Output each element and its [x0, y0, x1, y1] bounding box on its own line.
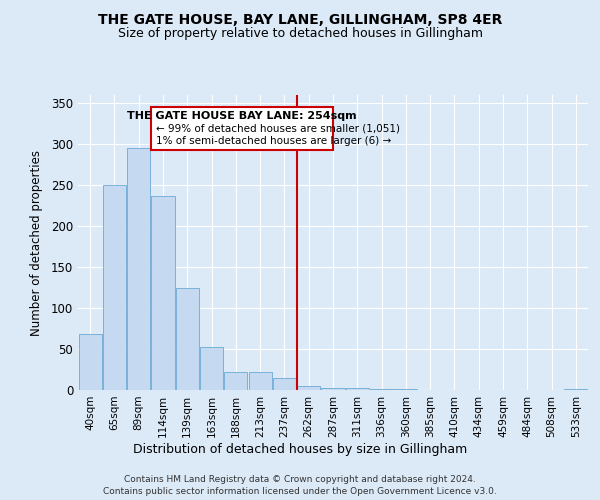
Text: Size of property relative to detached houses in Gillingham: Size of property relative to detached ho…	[118, 28, 482, 40]
Text: ← 99% of detached houses are smaller (1,051): ← 99% of detached houses are smaller (1,…	[155, 124, 400, 134]
Bar	[200, 348, 223, 390]
Bar	[394, 389, 418, 390]
Bar	[273, 378, 296, 390]
Y-axis label: Number of detached properties: Number of detached properties	[29, 150, 43, 336]
Bar	[127, 148, 150, 390]
Text: Contains public sector information licensed under the Open Government Licence v3: Contains public sector information licen…	[103, 488, 497, 496]
Bar	[248, 372, 272, 390]
Bar	[565, 389, 587, 390]
Text: THE GATE HOUSE, BAY LANE, GILLINGHAM, SP8 4ER: THE GATE HOUSE, BAY LANE, GILLINGHAM, SP…	[98, 12, 502, 26]
Text: Distribution of detached houses by size in Gillingham: Distribution of detached houses by size …	[133, 442, 467, 456]
Bar	[370, 389, 393, 390]
Text: 1% of semi-detached houses are larger (6) →: 1% of semi-detached houses are larger (6…	[155, 136, 391, 145]
Bar	[297, 386, 320, 390]
Bar	[176, 288, 199, 390]
Bar	[151, 196, 175, 390]
Bar	[79, 334, 101, 390]
Bar	[346, 388, 369, 390]
Bar	[224, 372, 247, 390]
Text: Contains HM Land Registry data © Crown copyright and database right 2024.: Contains HM Land Registry data © Crown c…	[124, 475, 476, 484]
Bar	[322, 388, 344, 390]
Text: THE GATE HOUSE BAY LANE: 254sqm: THE GATE HOUSE BAY LANE: 254sqm	[127, 112, 357, 122]
Bar	[103, 185, 126, 390]
